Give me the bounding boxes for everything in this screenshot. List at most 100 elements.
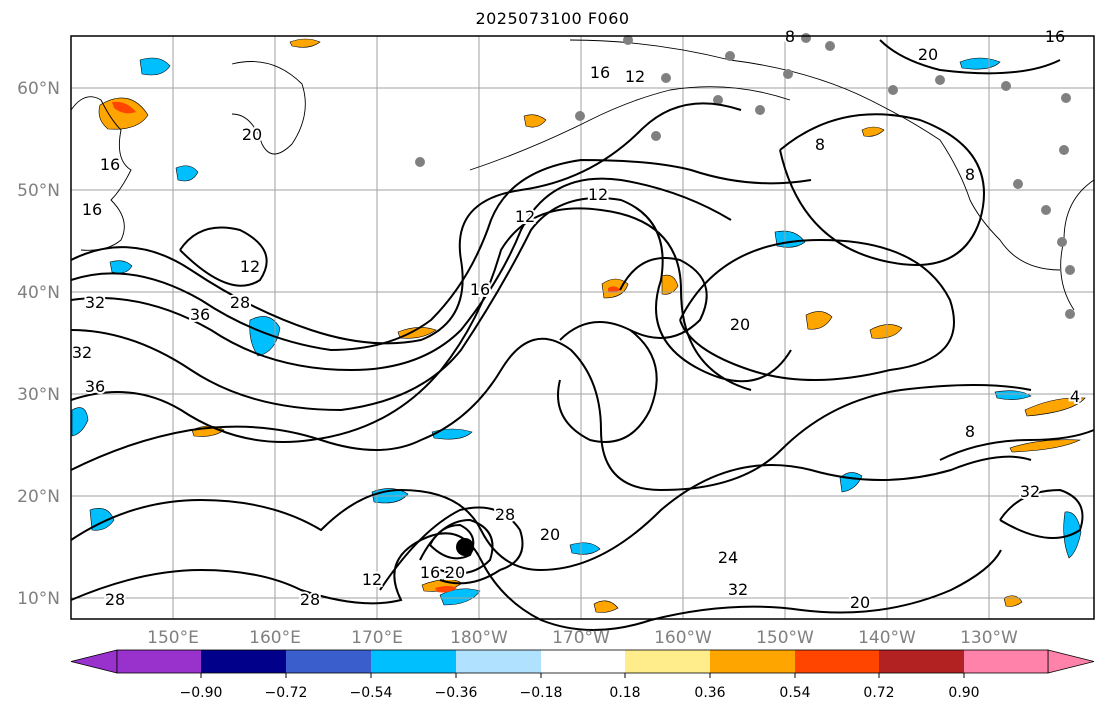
contour-value-label: 28 [495, 505, 515, 524]
lat-tick-label: 30°N [17, 385, 60, 405]
contour-value-label: 16 [100, 155, 120, 174]
contour-value-label: 20 [850, 593, 870, 612]
contour-value-label: 28 [230, 293, 250, 312]
negative-anomaly-patch [959, 57, 1001, 70]
contour-line [70, 102, 742, 345]
negative-anomaly-patch [71, 407, 89, 437]
lon-tick-label: 150°E [147, 628, 199, 648]
storm-center-marker [456, 538, 474, 556]
colorbar-tick-label: −0.72 [265, 685, 308, 701]
contour-value-label: 16 [470, 280, 490, 299]
contour-value-label: 8 [965, 165, 975, 184]
lon-tick-label: 140°W [858, 628, 916, 648]
contour-value-label: 4 [1070, 387, 1080, 406]
positive-anomaly-patch [523, 114, 547, 128]
positive-anomaly-patch [98, 97, 149, 130]
coastline-asia [70, 96, 132, 251]
contour-value-label: 12 [588, 185, 608, 204]
negative-anomaly-patch [139, 57, 171, 76]
coastline-alaska [569, 39, 1061, 271]
contour-value-label: 12 [362, 570, 382, 589]
positive-anomaly-patch [661, 274, 679, 295]
positive-anomaly-patch [869, 324, 903, 339]
contour-value-label: 16 [420, 563, 440, 582]
positive-anomaly-patch [608, 286, 620, 293]
contour-value-label: 20 [918, 45, 938, 64]
colorbar-tick-label: 0.36 [694, 685, 725, 701]
positive-anomaly-patch [593, 600, 619, 613]
colorbar-tick-label: −0.54 [350, 685, 393, 701]
station-markers [415, 33, 1075, 319]
height-contours [70, 39, 1095, 631]
colorbar-segment [286, 650, 371, 673]
positive-anomaly-patch [289, 38, 321, 48]
positive-anomaly-patch [1009, 439, 1082, 453]
contour-value-label: 20 [730, 315, 750, 334]
contour-value-label: 28 [105, 590, 125, 609]
contour-value-label: 28 [300, 590, 320, 609]
negative-anomaly-patch [175, 165, 199, 182]
coastline-aleutians [469, 86, 791, 171]
contour-labels: 16 12 8 20 16 16 16 12 12 12 8 8 20 28 32 36 32 36 20 16 20 4… [70, 25, 1082, 614]
positive-anomaly-patch [397, 327, 437, 339]
map-border [70, 35, 1095, 620]
contour-line [619, 257, 708, 339]
contour-value-label: 16 [590, 63, 610, 82]
lat-tick-label: 20°N [17, 487, 60, 507]
contour-value-label: 20 [540, 525, 560, 544]
contour-value-label: 8 [815, 135, 825, 154]
negative-anomaly-patch [431, 428, 473, 440]
colorbar-tick-labels: −0.90 −0.72 −0.54 −0.36 −0.18 0.18 0.36 0.54 0.7… [180, 673, 980, 701]
contour-line [429, 523, 475, 560]
contour-line [557, 321, 658, 443]
colorbar-segment [879, 650, 964, 673]
map-background [71, 36, 1094, 619]
contour-value-label: 20 [445, 563, 465, 582]
lon-tick-label: 160°E [249, 628, 301, 648]
map-title: 2025073100 F060 [475, 9, 630, 28]
negative-anomaly-patch [994, 390, 1032, 400]
lon-tick-label: 170°E [351, 628, 403, 648]
lon-tick-label: 160°W [654, 628, 712, 648]
colorbar-segment [201, 650, 286, 673]
contour-value-label: 24 [718, 548, 738, 567]
contour-line [879, 39, 1061, 75]
contour-value-label: 32 [85, 293, 105, 312]
colorbar-tick-label: −0.18 [520, 685, 563, 701]
colorbar-extend-max [1047, 649, 1095, 674]
colorbar-outline [116, 649, 1049, 674]
colorbar-extend-min [70, 649, 118, 674]
colorbar-segment [371, 650, 456, 673]
longitude-labels: 150°E 160°E 170°E 180°W 170°W 160°W 150°W 140°W… [147, 628, 1018, 648]
contour-line [70, 337, 1032, 492]
lon-tick-label: 170°W [552, 628, 610, 648]
lon-tick-label: 150°W [756, 628, 814, 648]
contour-line [679, 238, 955, 381]
lat-tick-label: 10°N [17, 589, 60, 609]
positive-anomaly-patch [435, 586, 457, 593]
contour-value-label: 12 [515, 207, 535, 226]
positive-anomaly-patch [861, 126, 885, 137]
colorbar-tick-label: −0.36 [435, 685, 478, 701]
contour-line [70, 197, 792, 412]
lat-tick-label: 60°N [17, 79, 60, 99]
contour-line [70, 207, 752, 443]
contour-line [70, 158, 812, 352]
contour-line [70, 177, 732, 372]
contour-value-label: 32 [1020, 482, 1040, 501]
positive-anomaly-patch [1024, 397, 1086, 417]
contour-line [70, 532, 1002, 631]
contour-value-label: 12 [240, 257, 260, 276]
coastlines [70, 39, 1095, 311]
colorbar-tick-label: −0.90 [180, 685, 223, 701]
negative-anomaly-patch [249, 316, 281, 357]
anomaly-shading [71, 38, 1086, 613]
contour-value-label: 32 [728, 580, 748, 599]
lat-tick-label: 40°N [17, 283, 60, 303]
positive-anomaly-patch [805, 311, 833, 330]
contour-value-label: 16 [82, 200, 102, 219]
lat-tick-label: 50°N [17, 181, 60, 201]
colorbar-segment [625, 650, 710, 673]
contour-line [939, 429, 1095, 461]
